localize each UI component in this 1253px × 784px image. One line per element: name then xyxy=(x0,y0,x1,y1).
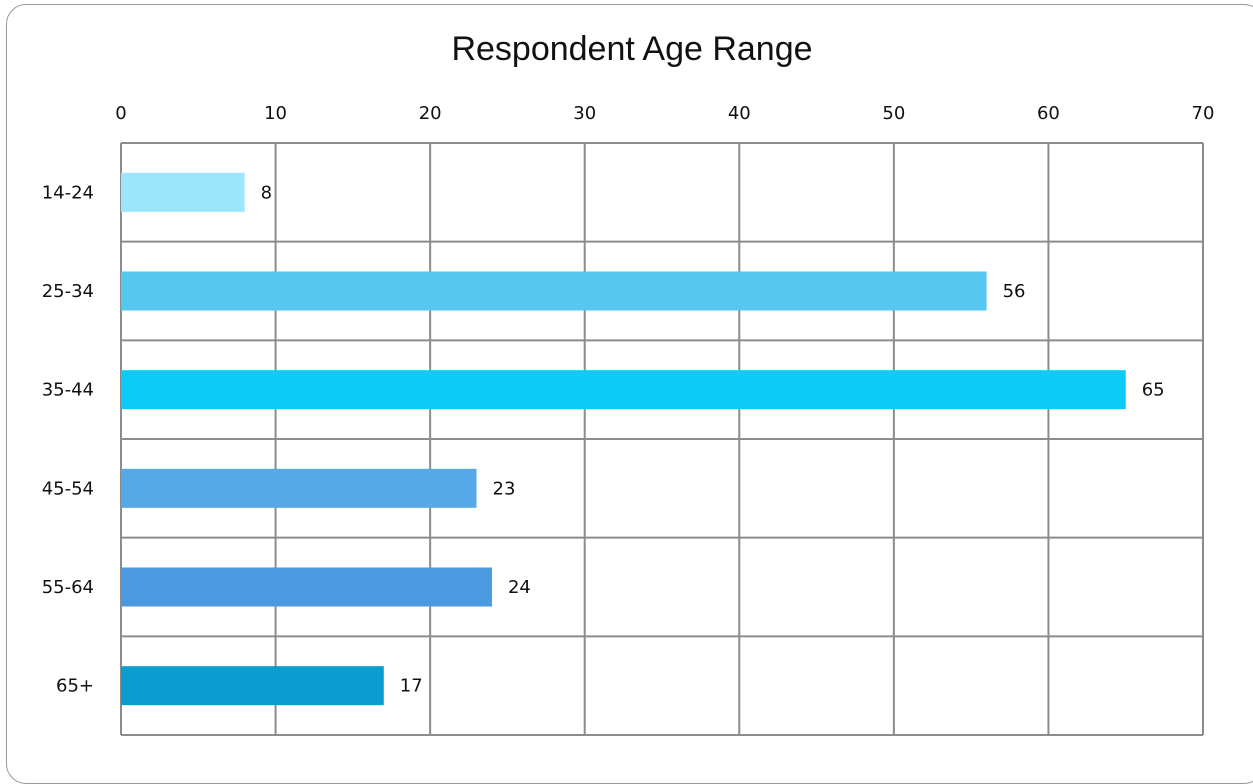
category-label: 14-24 xyxy=(42,182,94,203)
x-tick-label: 20 xyxy=(419,103,442,124)
data-label: 8 xyxy=(261,182,272,203)
category-label: 65+ xyxy=(56,676,94,697)
data-label: 56 xyxy=(1003,281,1026,302)
category-labels: 14-24 25-34 35-44 45-54 55-64 65+ xyxy=(42,182,94,696)
x-tick-label: 50 xyxy=(882,103,905,124)
bars xyxy=(121,172,1126,706)
x-tick-label: 70 xyxy=(1192,103,1215,124)
x-tick-label: 60 xyxy=(1037,103,1060,124)
chart-title: Respondent Age Range xyxy=(451,30,812,68)
category-label: 25-34 xyxy=(42,281,94,302)
category-label: 45-54 xyxy=(42,478,94,499)
data-label: 23 xyxy=(493,478,516,499)
x-tick-labels: 0 10 20 30 40 50 60 70 xyxy=(115,103,1214,124)
bar-45-54[interactable] xyxy=(121,468,477,508)
bar-55-64[interactable] xyxy=(121,567,492,607)
x-tick-label: 30 xyxy=(573,103,596,124)
bar-65plus[interactable] xyxy=(121,666,384,706)
bar-14-24[interactable] xyxy=(121,172,245,212)
category-label: 55-64 xyxy=(42,577,94,598)
bar-chart: Respondent Age Range 0 10 20 30 40 50 60 70 14-… xyxy=(42,30,1214,736)
data-label: 24 xyxy=(508,577,531,598)
x-tick-label: 10 xyxy=(264,103,287,124)
category-label: 35-44 xyxy=(42,380,94,401)
data-labels: 8 56 65 23 24 17 xyxy=(261,182,1165,696)
x-tick-label: 40 xyxy=(728,103,751,124)
bar-35-44[interactable] xyxy=(121,370,1126,410)
data-label: 17 xyxy=(400,676,423,697)
data-label: 65 xyxy=(1142,380,1165,401)
grid-lines xyxy=(120,142,1204,736)
bar-25-34[interactable] xyxy=(121,271,987,311)
x-tick-label: 0 xyxy=(115,103,126,124)
